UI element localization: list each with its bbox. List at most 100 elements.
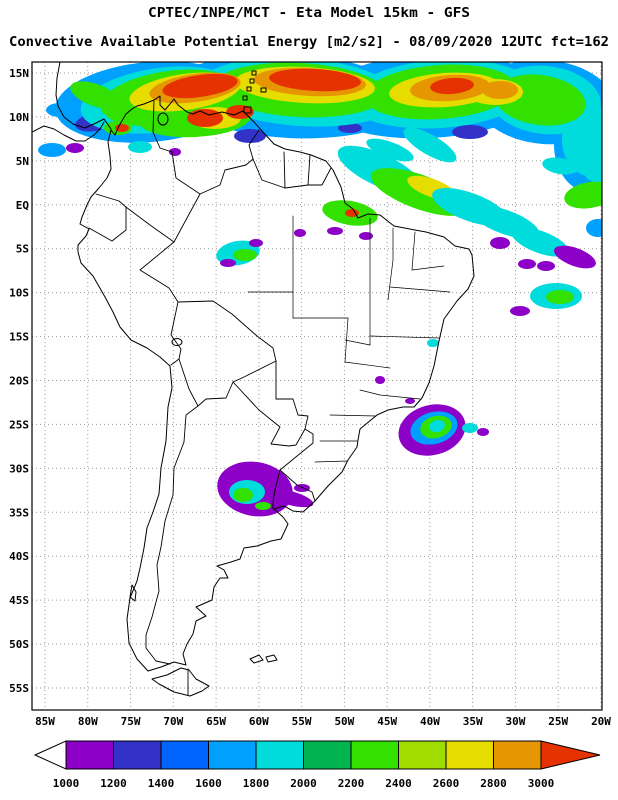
cape-cell bbox=[482, 81, 518, 99]
cape-cell bbox=[546, 290, 574, 304]
border-peru-brazil bbox=[139, 241, 179, 303]
island-chiloe bbox=[129, 584, 137, 602]
lon-tick-label: 65W bbox=[206, 715, 226, 728]
cape-cell bbox=[518, 259, 536, 269]
cape-cell bbox=[294, 484, 310, 492]
border-colombia-peru bbox=[125, 206, 175, 243]
border-paraguay-brazil bbox=[275, 360, 309, 430]
colorbar-right-arrow bbox=[540, 740, 601, 770]
colorbar-tick-label: 1600 bbox=[195, 777, 222, 790]
state-border bbox=[369, 335, 440, 339]
colorbar-segment bbox=[445, 740, 494, 770]
border-argentina-uruguay bbox=[272, 469, 281, 510]
cape-cell bbox=[187, 109, 223, 127]
lat-tick-label: 55S bbox=[9, 682, 29, 695]
cape-cell bbox=[162, 73, 238, 99]
colorbar-tick-label: 1200 bbox=[100, 777, 127, 790]
border-ecuador-peru bbox=[88, 206, 127, 242]
lake-maracaibo bbox=[157, 112, 169, 126]
cape-cell bbox=[584, 162, 602, 182]
map-frame bbox=[31, 61, 603, 711]
cape-cell bbox=[562, 104, 602, 176]
border-suriname-fr-guiana bbox=[307, 154, 311, 186]
colorbar-segment bbox=[208, 740, 257, 770]
colorbar-tick-label: 1800 bbox=[243, 777, 270, 790]
lat-tick-label: 40S bbox=[9, 550, 29, 563]
lon-tick-label: 20W bbox=[591, 715, 611, 728]
island-trinidad bbox=[243, 106, 252, 114]
colorbar-tick-label: 3000 bbox=[528, 777, 555, 790]
border-peru-bolivia bbox=[170, 301, 182, 360]
colorbar-tick-label: 1000 bbox=[53, 777, 80, 790]
cape-cell bbox=[586, 219, 602, 237]
colorbar-segment bbox=[255, 740, 304, 770]
lat-tick-label: 20S bbox=[9, 375, 29, 388]
lon-tick-label: 55W bbox=[292, 715, 312, 728]
border-argentina-brazil bbox=[279, 428, 314, 471]
lat-tick-label: 15S bbox=[9, 331, 29, 344]
border-chile-bolivia bbox=[178, 358, 199, 407]
colorbar-segment bbox=[398, 740, 447, 770]
state-border bbox=[359, 389, 421, 400]
colorbar-tick-label: 2800 bbox=[480, 777, 507, 790]
lat-tick-label: 10N bbox=[9, 111, 29, 124]
islands-falklands bbox=[249, 654, 278, 664]
cape-cell bbox=[233, 488, 253, 502]
cape-cell bbox=[359, 232, 373, 240]
title-line-1: CPTEC/INPE/MCT - Eta Model 15km - GFS bbox=[148, 6, 470, 21]
cape-cell bbox=[294, 229, 306, 237]
cape-cell bbox=[405, 398, 415, 404]
border-colombia-brazil bbox=[173, 193, 201, 243]
border-colombia-ecuador bbox=[95, 193, 127, 208]
state-border bbox=[329, 414, 377, 417]
colorbar-segment bbox=[65, 740, 114, 770]
colorbar-tick-label: 2200 bbox=[338, 777, 365, 790]
cape-cell bbox=[554, 245, 596, 269]
lon-tick-label: 50W bbox=[334, 715, 354, 728]
border-colombia-venezuela bbox=[152, 100, 201, 195]
cape-cell bbox=[220, 259, 236, 267]
cape-cell bbox=[66, 143, 84, 153]
cape-cell bbox=[542, 157, 578, 175]
lat-tick-label: 25S bbox=[9, 418, 29, 431]
state-border bbox=[344, 339, 371, 346]
lon-tick-label: 75W bbox=[121, 715, 141, 728]
lon-tick-label: 85W bbox=[35, 715, 55, 728]
country-borders bbox=[88, 100, 332, 696]
border-bolivia-paraguay bbox=[232, 360, 277, 383]
state-border bbox=[387, 227, 394, 301]
lon-tick-label: 35W bbox=[463, 715, 483, 728]
colorbar-segment bbox=[160, 740, 209, 770]
cape-cell bbox=[510, 306, 530, 316]
lon-tick-label: 40W bbox=[420, 715, 440, 728]
lon-tick-label: 25W bbox=[548, 715, 568, 728]
state-borders-brazil bbox=[247, 215, 451, 463]
title-line-2: Convective Available Potential Energy [m… bbox=[9, 35, 609, 50]
cape-cell bbox=[88, 113, 108, 123]
coastline-central-america-pacific bbox=[32, 121, 105, 142]
cape-cell bbox=[537, 261, 555, 271]
border-chile-argentina bbox=[145, 405, 199, 665]
state-border bbox=[411, 231, 416, 271]
coastline-south-america bbox=[77, 95, 475, 672]
cape-cell bbox=[230, 464, 250, 476]
lat-tick-label: 45S bbox=[9, 594, 29, 607]
colorbar: 1000 1200 1400 1600 1800 2000 2200 2400 2600 2800… bbox=[33, 740, 601, 790]
border-paraguay-argentina bbox=[232, 381, 306, 447]
lon-tick-label: 45W bbox=[377, 715, 397, 728]
cape-cell bbox=[477, 428, 489, 436]
lat-tick-label: EQ bbox=[16, 199, 30, 212]
colorbar-segment bbox=[350, 740, 399, 770]
cape-cell bbox=[38, 143, 66, 157]
cape-cell bbox=[462, 423, 478, 433]
lake-titicaca bbox=[171, 338, 183, 346]
axis-labels: 85W 80W 75W 70W 65W 60W 55W 50W 45W 40W 35W 30W 25W 2… bbox=[9, 67, 611, 728]
cape-cell bbox=[375, 376, 385, 384]
map-outlines bbox=[32, 62, 475, 697]
cape-cell bbox=[564, 181, 602, 209]
coastline-central-america-caribbean bbox=[55, 62, 112, 130]
state-border bbox=[344, 361, 391, 369]
cape-cell bbox=[249, 239, 263, 247]
